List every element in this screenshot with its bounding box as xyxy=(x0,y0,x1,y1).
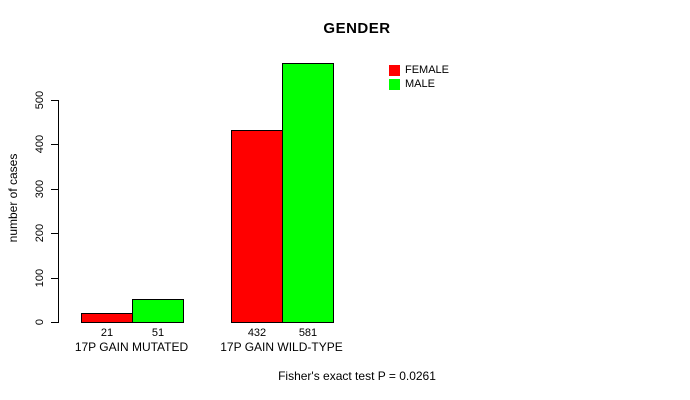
bar-male-group2 xyxy=(282,63,334,323)
bar-male-group1 xyxy=(132,299,184,323)
bar-value-label: 21 xyxy=(100,327,114,339)
y-tick xyxy=(51,278,58,279)
y-tick xyxy=(51,233,58,234)
y-tick-label: 0 xyxy=(34,318,46,326)
category-label: 17P GAIN WILD-TYPE xyxy=(220,340,343,354)
legend-label-male: MALE xyxy=(405,77,435,90)
y-axis-label: number of cases xyxy=(6,153,20,243)
bar-value-label: 581 xyxy=(298,327,318,339)
y-tick-label: 500 xyxy=(34,90,46,110)
y-axis-line xyxy=(58,100,59,323)
chart-title: GENDER xyxy=(323,20,391,37)
y-tick-label: 200 xyxy=(34,223,46,243)
bar-female-group2 xyxy=(231,129,283,323)
category-label: 17P GAIN MUTATED xyxy=(74,340,189,354)
y-tick-label: 400 xyxy=(34,134,46,154)
bar-female-group1 xyxy=(81,312,133,323)
fisher-test-annotation: Fisher's exact test P = 0.0261 xyxy=(278,369,436,383)
y-tick-label: 100 xyxy=(34,268,46,288)
y-tick xyxy=(51,189,58,190)
legend-label-female: FEMALE xyxy=(405,64,450,76)
y-tick xyxy=(51,144,58,145)
y-tick-label: 300 xyxy=(34,179,46,199)
legend-swatch-male xyxy=(389,78,400,90)
bar-value-label: 51 xyxy=(151,327,165,339)
legend-swatch-female xyxy=(389,65,400,76)
y-tick xyxy=(51,322,58,323)
y-tick xyxy=(51,100,58,101)
bar-value-label: 432 xyxy=(247,327,267,339)
